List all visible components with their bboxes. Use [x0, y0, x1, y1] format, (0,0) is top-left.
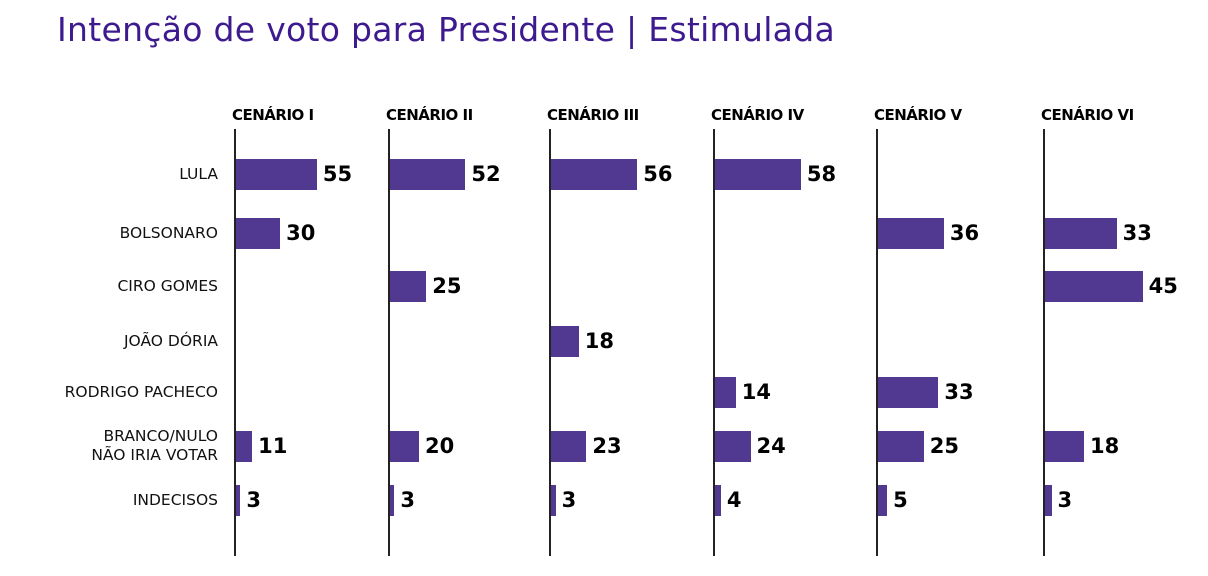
- data-label: 5: [893, 488, 908, 512]
- bar: [390, 271, 427, 302]
- data-label: 25: [929, 434, 959, 458]
- chart-title: Intenção de voto para Presidente | Estim…: [57, 10, 835, 49]
- category-label: BRANCO/NULO NÃO IRIA VOTAR: [91, 427, 218, 464]
- bar: [715, 485, 721, 516]
- data-label: 18: [584, 329, 614, 353]
- panel-header: CENÁRIO III: [547, 106, 639, 124]
- bar: [236, 485, 241, 516]
- bar: [1045, 485, 1052, 516]
- bar: [715, 431, 751, 462]
- panel-header: CENÁRIO IV: [711, 106, 804, 124]
- data-label: 23: [592, 434, 622, 458]
- panel-axis: [1043, 129, 1045, 556]
- bar: [878, 485, 888, 516]
- data-label: 18: [1090, 434, 1120, 458]
- panel-header: CENÁRIO I: [232, 106, 314, 124]
- bar: [878, 218, 944, 249]
- bar: [236, 159, 317, 190]
- data-label: 24: [756, 434, 786, 458]
- data-label: 3: [246, 488, 262, 512]
- bar: [1045, 271, 1143, 302]
- bar: [236, 218, 281, 249]
- data-label: 20: [425, 434, 455, 458]
- category-label: LULA: [179, 164, 218, 183]
- data-label: 3: [1057, 488, 1073, 512]
- bar: [390, 485, 395, 516]
- bar: [715, 159, 801, 190]
- bar: [878, 377, 939, 408]
- data-label: 58: [806, 162, 837, 186]
- panel-header: CENÁRIO II: [386, 106, 473, 124]
- panel-axis: [876, 129, 878, 556]
- panel-axis: [388, 129, 390, 556]
- category-label: JOÃO DÓRIA: [123, 331, 218, 350]
- bar: [390, 159, 466, 190]
- bar: [551, 326, 579, 357]
- bar: [715, 377, 736, 408]
- panel-header: CENÁRIO V: [874, 106, 962, 124]
- bar: [1045, 218, 1117, 249]
- data-label: 33: [944, 380, 974, 404]
- data-label: 3: [400, 488, 415, 512]
- data-label: 14: [741, 380, 771, 404]
- panel-axis: [234, 129, 236, 556]
- data-label: 45: [1148, 274, 1178, 298]
- data-label: 55: [322, 162, 353, 186]
- category-label: CIRO GOMES: [117, 276, 218, 295]
- data-label: 3: [561, 488, 577, 512]
- data-label: 33: [1122, 221, 1152, 245]
- category-label: INDECISOS: [132, 490, 218, 509]
- category-label: BOLSONARO: [119, 223, 218, 242]
- data-label: 11: [258, 434, 288, 458]
- panel-header: CENÁRIO VI: [1041, 106, 1134, 124]
- data-label: 36: [949, 221, 980, 245]
- bar: [551, 159, 638, 190]
- bar: [878, 431, 924, 462]
- data-label: 56: [643, 162, 673, 186]
- category-label: RODRIGO PACHECO: [64, 382, 218, 401]
- data-label: 30: [286, 221, 316, 245]
- bar: [1045, 431, 1085, 462]
- data-label: 52: [471, 162, 501, 186]
- data-label: 4: [726, 488, 742, 512]
- bar: [390, 431, 419, 462]
- panel-axis: [549, 129, 551, 556]
- data-label: 25: [432, 274, 462, 298]
- panel-axis: [713, 129, 715, 556]
- bar: [236, 431, 253, 462]
- bar: [551, 431, 587, 462]
- bar: [551, 485, 556, 516]
